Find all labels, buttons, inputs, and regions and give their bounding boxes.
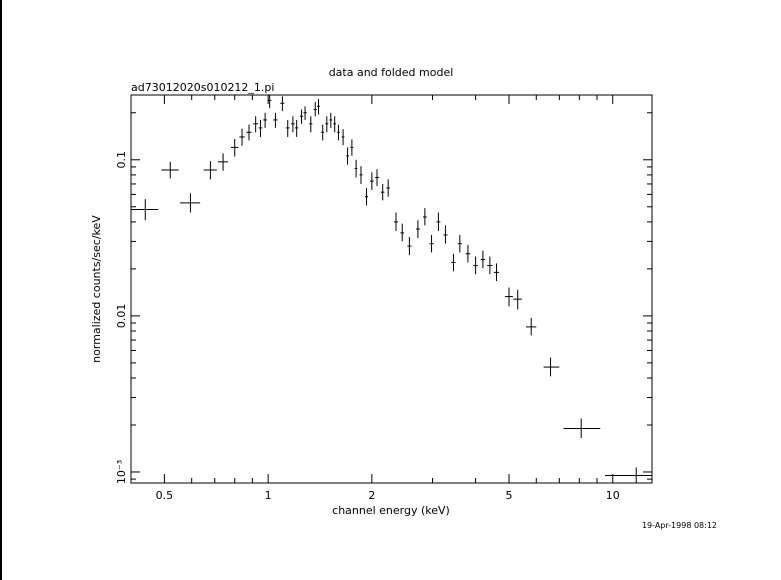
x-tick-label: 0.5	[156, 489, 174, 502]
x-tick-label: 2	[368, 489, 375, 502]
data-point	[309, 116, 313, 133]
data-point	[451, 253, 456, 272]
data-point	[436, 212, 441, 231]
chart-subtitle: ad73012020s010212_1.pi	[131, 81, 274, 94]
y-tick-label: 0.1	[115, 151, 128, 169]
data-point	[543, 357, 560, 377]
data-point	[316, 99, 320, 115]
data-point	[303, 106, 307, 120]
data-point	[380, 183, 385, 201]
data-point	[321, 124, 325, 141]
x-tick-label: 10	[606, 489, 620, 502]
data-point	[291, 116, 295, 133]
data-point	[369, 172, 374, 191]
data-point	[346, 147, 349, 165]
data-point	[350, 139, 354, 156]
data-point	[263, 112, 267, 128]
data-point	[407, 237, 412, 256]
data-point	[131, 199, 159, 221]
data-point	[285, 119, 290, 137]
y-tick-label: 0.01	[115, 304, 128, 329]
data-points	[131, 95, 652, 483]
axis-ticks	[130, 95, 652, 483]
data-point	[239, 128, 245, 146]
data-point	[280, 96, 285, 112]
data-point	[337, 124, 340, 141]
data-point	[161, 161, 179, 179]
data-point	[513, 289, 522, 310]
data-point	[400, 223, 405, 242]
data-point	[325, 116, 329, 133]
data-point	[267, 95, 272, 108]
chart-title: data and folded model	[329, 66, 454, 79]
data-point	[375, 169, 379, 186]
y-tick-label: 10⁻³	[115, 460, 128, 484]
data-point	[253, 116, 259, 133]
x-tick-label: 1	[265, 489, 272, 502]
data-point	[299, 109, 304, 124]
data-point	[423, 208, 427, 226]
data-point	[258, 119, 263, 137]
data-point	[386, 179, 390, 197]
data-point	[333, 116, 337, 133]
data-point	[493, 263, 500, 282]
data-point	[359, 166, 363, 184]
data-point	[295, 119, 299, 137]
data-point	[473, 256, 478, 275]
data-point	[505, 287, 513, 307]
data-point	[415, 220, 420, 239]
data-point	[217, 153, 229, 171]
data-point	[465, 244, 471, 263]
data-point	[487, 256, 493, 275]
data-point	[457, 234, 462, 253]
data-point	[354, 159, 358, 178]
data-point	[563, 418, 601, 439]
plot-frame	[130, 94, 653, 484]
window-edge-line	[0, 0, 2, 580]
data-point	[394, 212, 398, 231]
y-axis-label: normalized counts/sec/keV	[90, 215, 103, 363]
data-point	[329, 112, 333, 128]
data-point	[525, 317, 537, 336]
axis-tick-labels: 0.5 1 2 5 10 0.1 0.01 10⁻³	[115, 151, 620, 502]
data-point	[313, 101, 317, 117]
data-point	[203, 161, 217, 180]
x-tick-label: 5	[505, 489, 512, 502]
x-axis-label: channel energy (keV)	[332, 504, 450, 517]
data-point	[480, 250, 486, 269]
data-point	[230, 138, 239, 157]
data-point	[246, 124, 252, 141]
data-point	[364, 187, 369, 206]
data-point	[443, 225, 448, 244]
data-point	[341, 129, 345, 146]
data-point	[605, 467, 652, 483]
data-point	[273, 112, 278, 128]
data-point	[429, 234, 434, 253]
data-point	[180, 193, 201, 213]
timestamp-label: 19-Apr-1998 08:12	[642, 521, 717, 530]
